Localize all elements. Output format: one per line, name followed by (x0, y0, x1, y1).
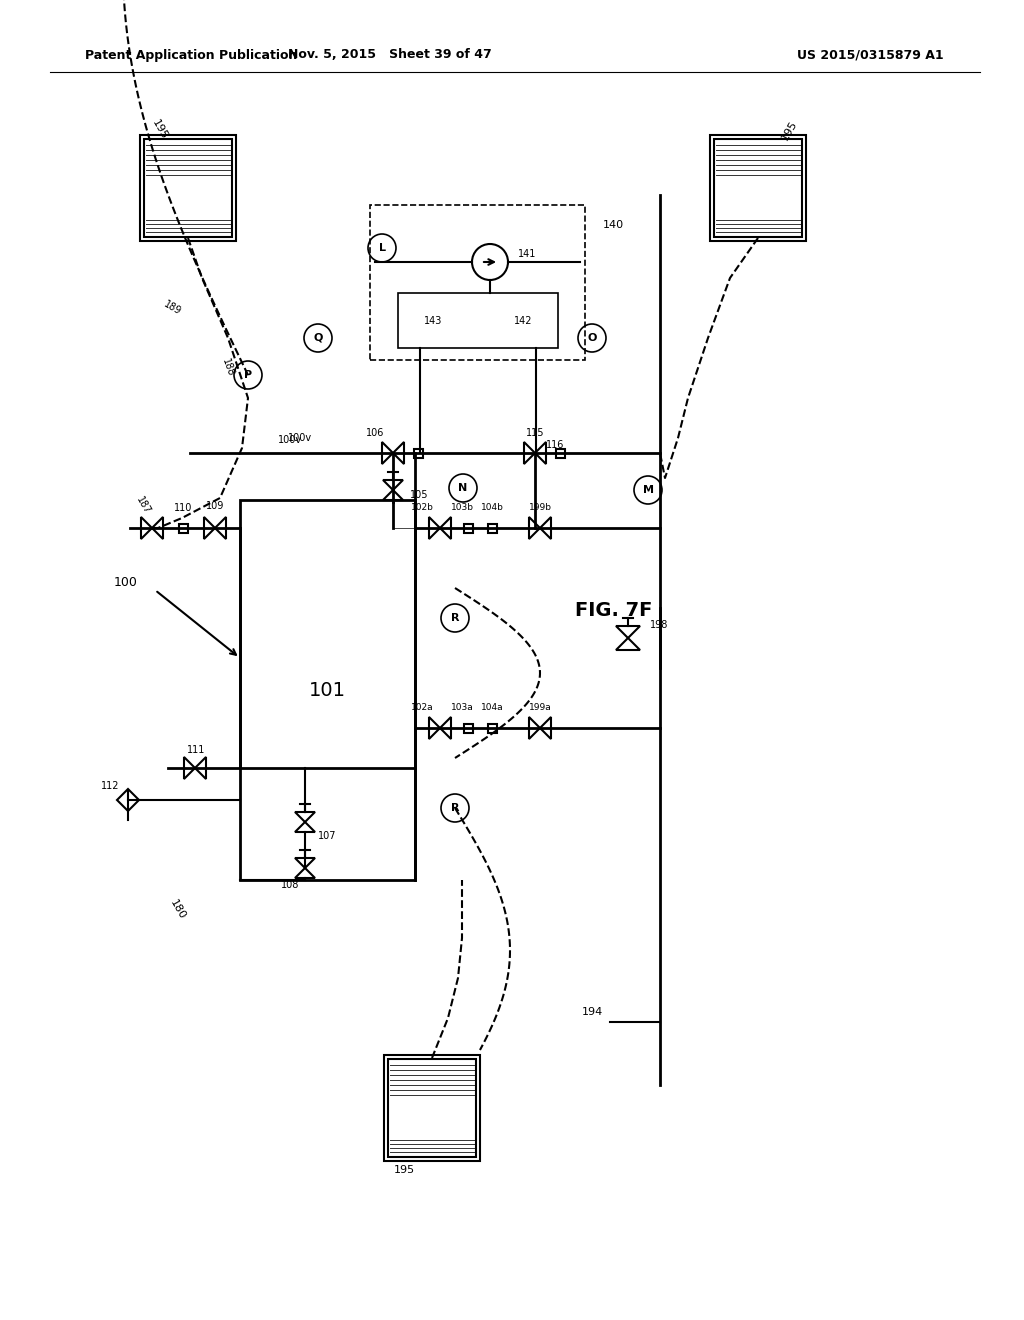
Polygon shape (295, 812, 315, 822)
Text: 143: 143 (424, 315, 442, 326)
Bar (384, 1055, 480, 1162)
Text: Nov. 5, 2015   Sheet 39 of 47: Nov. 5, 2015 Sheet 39 of 47 (288, 49, 492, 62)
Text: 109: 109 (206, 502, 224, 511)
Bar (710, 135, 806, 242)
Text: 112: 112 (100, 781, 119, 791)
Polygon shape (184, 756, 195, 779)
Text: 100: 100 (114, 576, 138, 589)
Text: 199b: 199b (528, 503, 552, 512)
Text: US 2015/0315879 A1: US 2015/0315879 A1 (797, 49, 943, 62)
Bar (140, 135, 236, 242)
Text: 198: 198 (650, 620, 669, 630)
Text: 103a: 103a (451, 704, 473, 713)
Text: Q: Q (313, 333, 323, 343)
Text: 105: 105 (410, 490, 428, 500)
Text: 100v: 100v (288, 433, 312, 444)
Text: 142: 142 (514, 315, 532, 326)
Text: P: P (244, 370, 252, 380)
Text: 107: 107 (318, 832, 337, 841)
Text: R: R (451, 612, 459, 623)
Polygon shape (529, 717, 540, 739)
Polygon shape (295, 869, 315, 878)
Text: R: R (451, 803, 459, 813)
Text: 115: 115 (525, 428, 544, 438)
Text: N: N (459, 483, 468, 492)
Polygon shape (141, 517, 152, 539)
Circle shape (472, 244, 508, 280)
Text: 187: 187 (134, 495, 152, 516)
Text: 141: 141 (518, 249, 537, 259)
Text: 195: 195 (393, 1166, 415, 1175)
Text: 106: 106 (366, 428, 384, 438)
Bar (144, 139, 232, 238)
Text: 116: 116 (546, 440, 564, 450)
Text: O: O (588, 333, 597, 343)
Text: M: M (642, 484, 653, 495)
Text: 194: 194 (582, 1007, 603, 1016)
Text: 195: 195 (780, 119, 800, 141)
Text: 195: 195 (151, 119, 170, 141)
Polygon shape (535, 442, 546, 465)
Polygon shape (429, 717, 440, 739)
Polygon shape (383, 480, 403, 490)
Polygon shape (152, 517, 163, 539)
Text: 104b: 104b (480, 503, 504, 512)
Text: Patent Application Publication: Patent Application Publication (85, 49, 297, 62)
Bar (464, 723, 472, 733)
Bar (487, 723, 497, 733)
Polygon shape (393, 442, 404, 465)
Text: 140: 140 (603, 220, 624, 230)
Text: 110: 110 (174, 503, 193, 513)
Polygon shape (440, 717, 451, 739)
Bar (240, 500, 415, 880)
Polygon shape (540, 717, 551, 739)
Polygon shape (524, 442, 535, 465)
Polygon shape (383, 490, 403, 500)
Text: 188: 188 (220, 358, 236, 379)
Polygon shape (429, 517, 440, 539)
Text: 101: 101 (309, 681, 346, 700)
Text: 108: 108 (281, 880, 299, 890)
Polygon shape (204, 517, 215, 539)
Bar (370, 205, 585, 360)
Text: 102b: 102b (411, 503, 433, 512)
Bar (714, 139, 802, 238)
Bar (398, 293, 558, 348)
Polygon shape (540, 517, 551, 539)
Bar (414, 449, 423, 458)
Text: L: L (379, 243, 385, 253)
Bar (555, 449, 564, 458)
Polygon shape (529, 517, 540, 539)
Text: 180: 180 (168, 899, 187, 921)
Polygon shape (440, 517, 451, 539)
Text: 100v: 100v (278, 436, 302, 445)
Bar (388, 1059, 476, 1158)
Text: 199a: 199a (528, 704, 551, 713)
Text: FIG. 7F: FIG. 7F (575, 601, 652, 619)
Polygon shape (195, 756, 206, 779)
Text: 189: 189 (162, 300, 182, 317)
Polygon shape (295, 858, 315, 869)
Polygon shape (616, 626, 640, 638)
Polygon shape (215, 517, 226, 539)
Bar (487, 524, 497, 532)
Text: 102a: 102a (411, 704, 433, 713)
Polygon shape (295, 822, 315, 832)
Text: 104a: 104a (480, 704, 504, 713)
Bar (178, 524, 187, 532)
Polygon shape (616, 638, 640, 649)
Polygon shape (382, 442, 393, 465)
Text: 103b: 103b (451, 503, 473, 512)
Bar (464, 524, 472, 532)
Text: 111: 111 (186, 744, 205, 755)
